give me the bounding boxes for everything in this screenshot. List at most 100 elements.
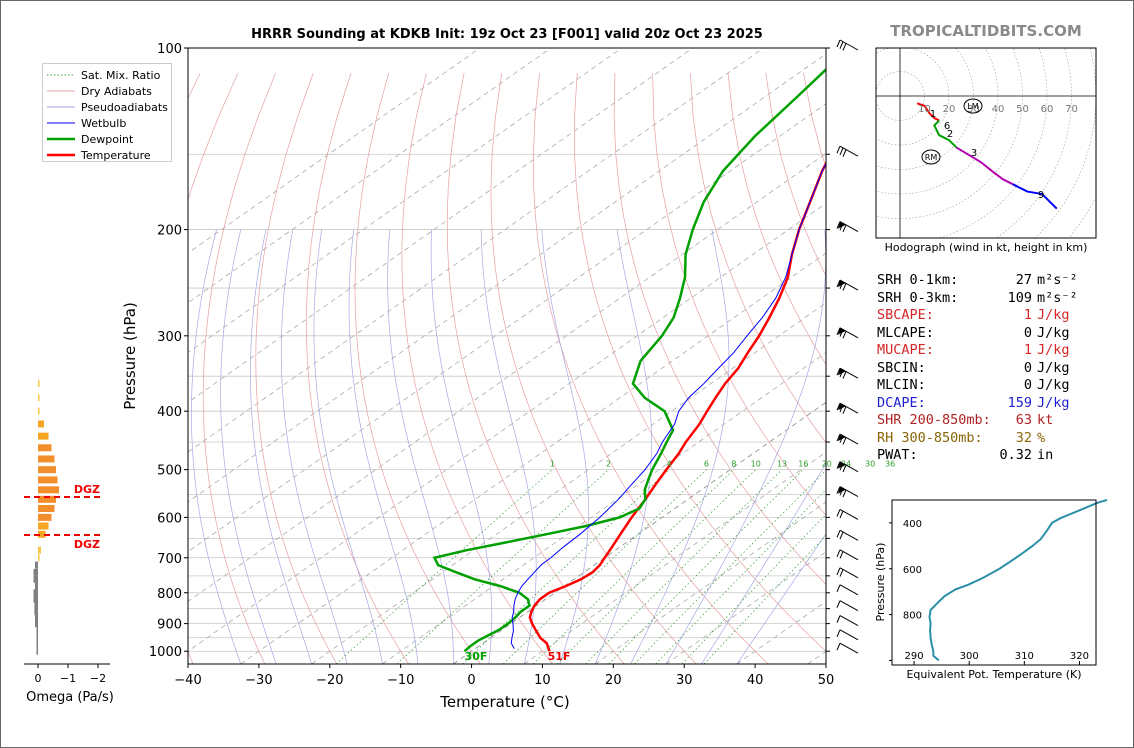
wind-barb [836,145,859,157]
wind-barb [836,486,859,498]
param-value: 1 [1023,342,1032,358]
mixing-ratio-line [335,469,553,664]
dry-adiabat [354,72,481,664]
theta-e-profile [928,499,1108,662]
dry-adiabat [690,72,826,444]
parameter-table: SRH 0-1km: 27 m²s⁻² SRH 0-3km: 109 m²s⁻² SBCAP… [877,272,1092,465]
param-unit: % [1037,429,1046,446]
hodograph-segment [933,119,958,149]
legend-label: Pseudoadiabats [81,100,168,114]
mixing-ratio-label: 8 [731,460,736,469]
omega-bar [38,444,52,452]
pseudoadiabat [280,229,348,664]
mixing-ratio-line [655,489,826,664]
hodograph-height-label: 6 [944,121,950,132]
isotherm [240,252,826,664]
y-tick-label: 900 [157,618,182,633]
wind-barb [836,327,859,339]
omega-bar [35,561,38,569]
x-tick-label: 40 [747,673,764,688]
theta-e-y-tick-label: 800 [903,611,922,622]
param-value: 32 [1015,429,1032,446]
param-row: PWAT: 0.32 in [877,447,1092,465]
param-row: SRH 0-1km: 27 m²s⁻² [877,272,1092,290]
wind-barb [836,461,859,473]
param-value: 0.32 [999,447,1032,463]
param-value: 0 [1023,377,1032,393]
legend-swatch-icon [47,137,75,141]
mixing-ratio-label: 4 [666,460,671,469]
hodograph-height-label: 1 [930,109,936,120]
param-label: SRH 0-3km: [877,289,959,306]
dry-adiabat [202,72,276,664]
param-row: SHR 200-850mb: 63 kt [877,412,1092,430]
param-label: MLCIN: [877,377,926,393]
mixing-ratio-label: 24 [841,460,851,469]
x-tick-label: 10 [534,673,551,688]
param-unit: m²s⁻² [1037,272,1078,288]
isotherm [188,103,826,553]
omega-x-tick-label: −2 [90,672,106,685]
legend-label: Dry Adiabats [81,84,152,98]
legend-swatch-icon [47,74,75,76]
omega-bar [35,582,38,590]
storm-motion-marker [963,98,983,114]
hodograph-ring-label: 20 [943,104,956,115]
hodograph-ring-label: 10 [918,104,931,115]
legend-item: Dewpoint [47,132,133,146]
omega-bar [34,608,38,616]
mixing-ratio-label: 2 [606,460,611,469]
hodograph-height-label: 2 [947,129,953,140]
theta-e-x-tick-label: 290 [905,651,924,662]
theta-e-y-tick-label: 600 [903,565,922,576]
hodograph-segment [1012,183,1058,210]
theta-e-x-tick-label: 310 [1015,651,1034,662]
omega-bar [38,546,41,554]
omega-bar [38,455,55,463]
param-row: DCAPE: 159 J/kg [877,395,1092,413]
wind-barb [836,529,859,541]
legend-swatch-icon [47,122,75,124]
wind-barb [836,39,859,51]
omega-bar [36,647,38,655]
mixing-ratio-label: 20 [822,460,832,469]
wind-barb [836,600,859,612]
omega-bar [38,530,46,538]
hodograph-ring-label: 40 [992,104,1005,115]
storm-motion-label: RM [925,153,938,162]
mixing-ratio-label: 30 [865,460,875,469]
mixing-ratio-label: 36 [885,460,895,469]
x-tick-label: −30 [245,673,272,688]
param-unit: J/kg [1037,359,1070,376]
y-tick-label: 800 [157,587,182,602]
isotherm [382,352,826,664]
dgz-label-top: DGZ [74,483,100,496]
param-label: MUCAPE: [877,342,934,358]
y-tick-label: 300 [157,330,182,345]
wind-barb [836,402,859,414]
param-unit: in [1037,447,1054,463]
pseudoadiabat [736,533,826,664]
y-tick-label: 600 [157,511,182,526]
pseudoadiabat [250,229,312,664]
param-unit: J/kg [1037,394,1070,411]
y-tick-label: 1000 [149,645,182,660]
omega-bar [35,614,38,622]
param-value: 1 [1023,307,1032,323]
legend-swatch-icon [47,90,75,92]
param-row: SRH 0-3km: 109 m²s⁻² [877,290,1092,308]
omega-bar [35,620,38,628]
pseudoadiabat [630,229,730,664]
hodograph-segment [955,146,1014,186]
brand-watermark: TROPICALTIDBITS.COM [890,22,1082,40]
param-label: PWAT: [877,447,918,463]
wind-barb [836,584,859,596]
dewpoint-profile [432,67,826,653]
pseudoadiabat [313,229,383,664]
param-value: 0 [1023,324,1032,341]
temperature-profile [528,160,826,652]
dry-adiabat [613,72,826,585]
skewt-ylabel: Pressure (hPa) [121,302,139,410]
param-value: 0 [1023,359,1032,376]
